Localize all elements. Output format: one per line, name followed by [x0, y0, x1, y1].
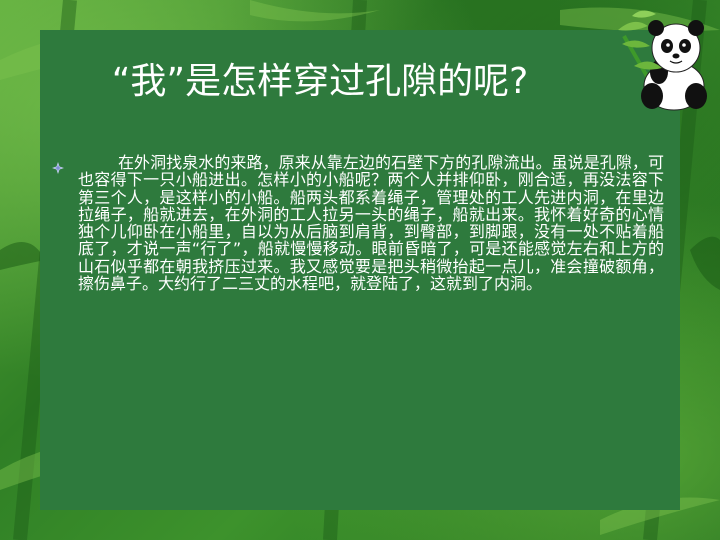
diamond-bullet-icon	[52, 159, 64, 174]
slide-paragraph: 在外洞找泉水的来路，原来从靠左边的石壁下方的孔隙流出。虽说是孔隙，可也容得下一只…	[78, 153, 664, 294]
content-panel	[40, 30, 680, 510]
slide-title: “我”是怎样穿过孔隙的呢?	[111, 61, 529, 102]
panda-bamboo-icon	[604, 6, 720, 112]
